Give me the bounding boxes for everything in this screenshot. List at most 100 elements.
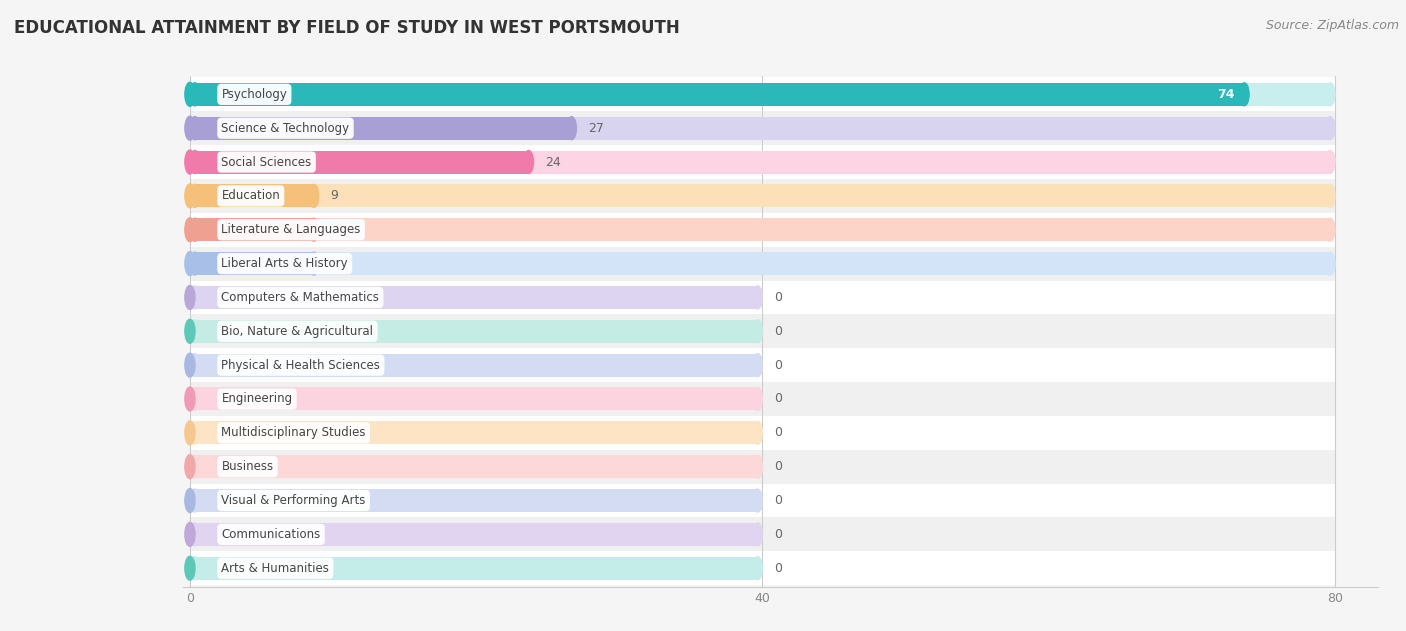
Bar bbox=[190, 247, 1334, 281]
Circle shape bbox=[752, 320, 762, 343]
Bar bbox=[190, 348, 1334, 382]
Circle shape bbox=[190, 151, 200, 174]
Circle shape bbox=[752, 523, 762, 546]
Circle shape bbox=[190, 184, 200, 208]
Text: Arts & Humanities: Arts & Humanities bbox=[221, 562, 329, 575]
Circle shape bbox=[752, 557, 762, 580]
Text: Computers & Mathematics: Computers & Mathematics bbox=[221, 291, 380, 304]
Circle shape bbox=[1326, 151, 1334, 174]
Circle shape bbox=[184, 116, 195, 140]
Circle shape bbox=[190, 489, 200, 512]
Circle shape bbox=[184, 421, 195, 445]
Circle shape bbox=[190, 218, 200, 241]
Circle shape bbox=[184, 557, 195, 580]
Text: 9: 9 bbox=[330, 189, 337, 203]
Circle shape bbox=[184, 353, 195, 377]
Bar bbox=[190, 111, 1334, 145]
Bar bbox=[195, 455, 758, 478]
Circle shape bbox=[567, 117, 576, 139]
Circle shape bbox=[309, 184, 319, 208]
Bar bbox=[195, 184, 314, 208]
Circle shape bbox=[190, 455, 200, 478]
Circle shape bbox=[190, 218, 200, 241]
Circle shape bbox=[309, 218, 319, 241]
Bar bbox=[195, 286, 758, 309]
Circle shape bbox=[184, 184, 195, 208]
Bar bbox=[190, 517, 1334, 551]
Circle shape bbox=[190, 117, 200, 139]
Text: 27: 27 bbox=[588, 122, 603, 134]
Bar bbox=[195, 83, 1330, 106]
Text: 9: 9 bbox=[330, 223, 337, 236]
Circle shape bbox=[752, 455, 762, 478]
Circle shape bbox=[190, 320, 200, 343]
Circle shape bbox=[184, 522, 195, 546]
Bar bbox=[190, 382, 1334, 416]
Bar bbox=[195, 252, 1330, 275]
Text: Liberal Arts & History: Liberal Arts & History bbox=[221, 257, 349, 270]
Text: 0: 0 bbox=[773, 562, 782, 575]
Text: Multidisciplinary Studies: Multidisciplinary Studies bbox=[221, 427, 366, 439]
Circle shape bbox=[190, 252, 200, 275]
Text: Science & Technology: Science & Technology bbox=[221, 122, 350, 134]
Circle shape bbox=[190, 557, 200, 580]
Circle shape bbox=[190, 422, 200, 444]
Text: Bio, Nature & Agricultural: Bio, Nature & Agricultural bbox=[221, 325, 374, 338]
Bar bbox=[195, 151, 1330, 174]
Text: 24: 24 bbox=[546, 155, 561, 168]
Circle shape bbox=[1326, 218, 1334, 241]
Bar bbox=[195, 218, 314, 241]
Circle shape bbox=[1326, 83, 1334, 106]
Bar bbox=[190, 78, 1334, 111]
Circle shape bbox=[752, 387, 762, 411]
Circle shape bbox=[190, 117, 200, 139]
Circle shape bbox=[190, 184, 200, 208]
Text: 0: 0 bbox=[773, 427, 782, 439]
Text: 0: 0 bbox=[773, 325, 782, 338]
Text: 0: 0 bbox=[773, 460, 782, 473]
Circle shape bbox=[309, 252, 319, 275]
Text: Communications: Communications bbox=[221, 528, 321, 541]
Circle shape bbox=[184, 319, 195, 343]
Bar bbox=[195, 117, 1330, 139]
Bar bbox=[195, 218, 1330, 241]
Circle shape bbox=[184, 488, 195, 512]
Text: Engineering: Engineering bbox=[221, 392, 292, 406]
Bar bbox=[195, 523, 758, 546]
Text: 0: 0 bbox=[773, 528, 782, 541]
Circle shape bbox=[1239, 83, 1249, 106]
Text: 0: 0 bbox=[773, 494, 782, 507]
Text: Literature & Languages: Literature & Languages bbox=[221, 223, 361, 236]
Bar bbox=[190, 179, 1334, 213]
Bar bbox=[195, 117, 571, 139]
Circle shape bbox=[184, 252, 195, 276]
Text: Physical & Health Sciences: Physical & Health Sciences bbox=[221, 358, 380, 372]
Circle shape bbox=[190, 286, 200, 309]
Bar bbox=[195, 151, 529, 174]
Circle shape bbox=[184, 285, 195, 309]
Circle shape bbox=[1326, 117, 1334, 139]
Circle shape bbox=[184, 218, 195, 242]
Bar bbox=[195, 320, 758, 343]
Circle shape bbox=[184, 387, 195, 411]
Circle shape bbox=[523, 151, 533, 174]
Text: Education: Education bbox=[221, 189, 280, 203]
Bar bbox=[195, 353, 758, 377]
Text: Social Sciences: Social Sciences bbox=[221, 155, 312, 168]
Circle shape bbox=[184, 455, 195, 479]
Bar bbox=[195, 83, 1244, 106]
Circle shape bbox=[184, 83, 195, 106]
Text: Business: Business bbox=[221, 460, 274, 473]
Bar bbox=[190, 213, 1334, 247]
Bar bbox=[195, 489, 758, 512]
Bar bbox=[190, 281, 1334, 314]
Text: Psychology: Psychology bbox=[221, 88, 287, 101]
Circle shape bbox=[1326, 184, 1334, 208]
Circle shape bbox=[190, 523, 200, 546]
Bar bbox=[190, 416, 1334, 450]
Circle shape bbox=[190, 252, 200, 275]
Bar bbox=[190, 483, 1334, 517]
Bar bbox=[190, 551, 1334, 585]
Circle shape bbox=[184, 150, 195, 174]
Text: 0: 0 bbox=[773, 392, 782, 406]
